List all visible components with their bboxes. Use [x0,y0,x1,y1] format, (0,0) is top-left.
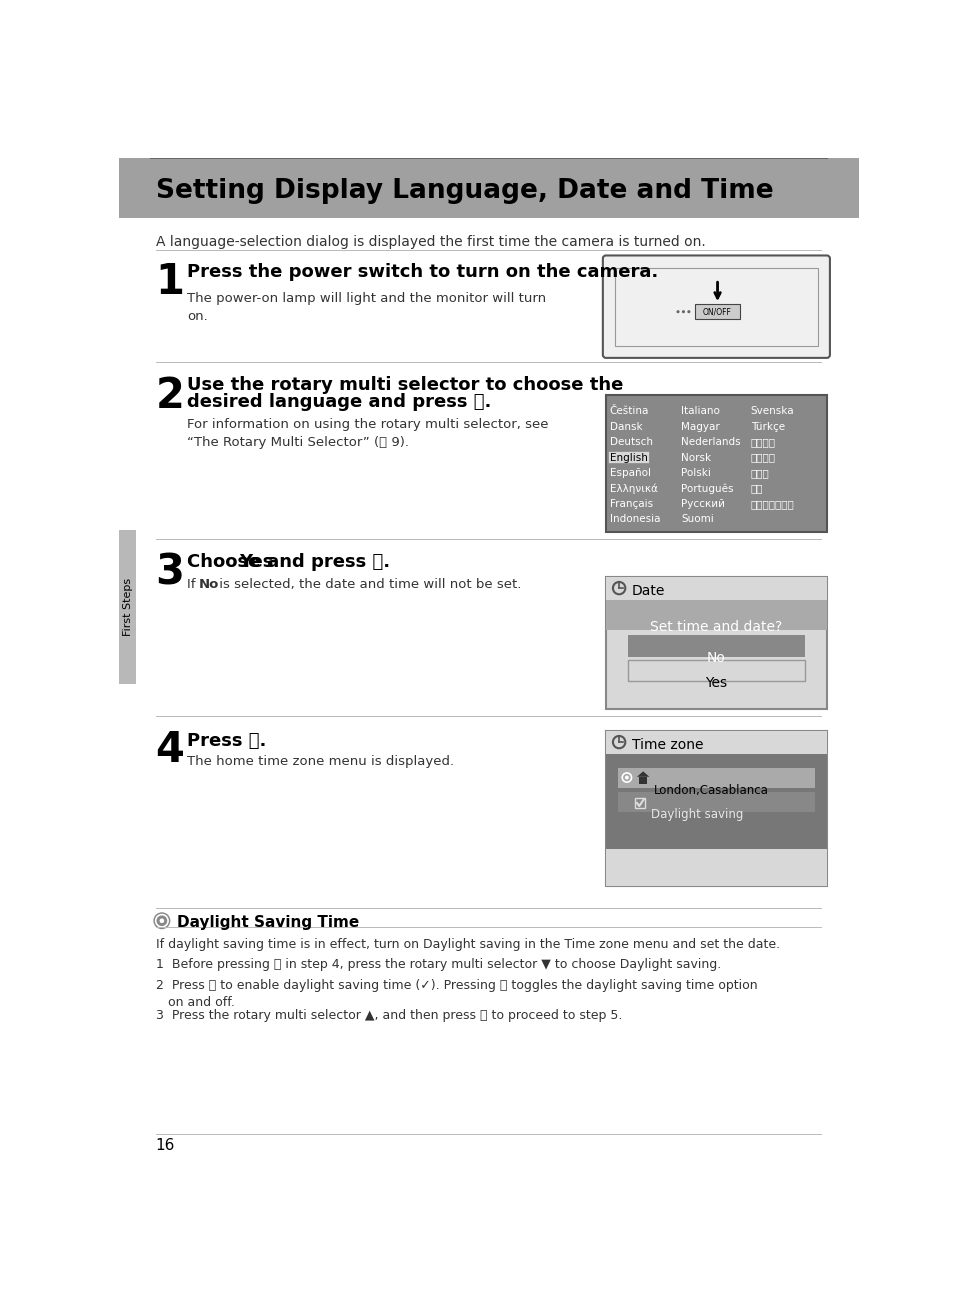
Bar [605,599,826,631]
Text: No: No [706,652,725,665]
Text: Español: Español [609,468,650,478]
Bar [627,660,804,681]
Bar [605,754,826,849]
Bar [119,531,136,685]
Circle shape [159,918,164,922]
Bar [635,799,644,808]
Text: Choose: Choose [187,553,267,572]
Text: 4: 4 [155,729,184,771]
Bar [608,451,648,464]
Bar [639,777,646,784]
Bar [605,577,826,710]
Text: Yes: Yes [704,675,727,690]
Bar [119,158,858,218]
Text: ON/OFF: ON/OFF [702,307,731,317]
Circle shape [153,912,171,929]
Polygon shape [637,771,649,777]
Text: is selected, the date and time will not be set.: is selected, the date and time will not … [215,578,521,591]
Text: The home time zone menu is displayed.: The home time zone menu is displayed. [187,756,454,769]
Text: 中文繁體: 中文繁體 [750,452,775,463]
Circle shape [681,310,684,313]
Text: Ελληνικά: Ελληνικά [609,484,657,494]
Circle shape [624,775,628,779]
Bar [627,635,804,657]
Text: Português: Português [680,484,733,494]
Text: 日本語: 日本語 [750,468,769,478]
Text: Français: Français [609,499,652,509]
Circle shape [686,310,690,313]
FancyBboxPatch shape [602,255,829,357]
Text: Yes: Yes [239,553,274,572]
Text: If: If [187,578,200,591]
Text: First Steps: First Steps [123,578,132,636]
Text: Deutsch: Deutsch [609,438,652,447]
Text: 2: 2 [155,374,184,417]
Text: 1  Before pressing ⒪ in step 4, press the rotary multi selector ▼ to choose Dayl: 1 Before pressing ⒪ in step 4, press the… [155,958,720,971]
Text: Norsk: Norsk [680,452,711,463]
Text: 2  Press ⒪ to enable daylight saving time (✓). Pressing ⒪ toggles the daylight s: 2 Press ⒪ to enable daylight saving time… [155,979,757,1009]
Text: Press ⒪.: Press ⒪. [187,732,267,750]
Text: Daylight saving: Daylight saving [650,808,742,821]
Text: Nederlands: Nederlands [680,438,740,447]
Text: and press ⒪.: and press ⒪. [261,553,390,572]
Text: Daylight Saving Time: Daylight Saving Time [177,916,359,930]
Text: Indonesia: Indonesia [609,514,659,524]
Text: Use the rotary multi selector to choose the: Use the rotary multi selector to choose … [187,376,623,394]
Text: Dansk: Dansk [609,422,641,432]
Bar [695,304,740,319]
Bar [615,268,817,346]
Text: Date: Date [631,585,664,598]
Text: No: No [198,578,218,591]
Text: 한글: 한글 [750,484,762,493]
Text: 3: 3 [155,552,185,594]
Text: Čeština: Čeština [609,406,649,417]
Text: Time zone: Time zone [631,738,702,752]
Text: Suomi: Suomi [680,514,713,524]
Text: ภาษาไทย: ภาษาไทย [750,499,794,509]
Bar [617,767,815,787]
Text: Italiano: Italiano [680,406,720,417]
Text: Polski: Polski [680,468,710,478]
Text: Magyar: Magyar [680,422,720,432]
Text: Press the power switch to turn on the camera.: Press the power switch to turn on the ca… [187,263,658,281]
Text: desired language and press ⒪.: desired language and press ⒪. [187,393,492,411]
Bar [605,394,826,532]
Text: Türkçe: Türkçe [750,422,784,432]
Bar [605,577,826,599]
Text: If daylight saving time is in effect, turn on Daylight saving in the Time zone m: If daylight saving time is in effect, tu… [155,938,779,951]
Text: London,Casablanca: London,Casablanca [654,784,768,798]
Bar [605,849,826,886]
Text: 16: 16 [155,1138,174,1152]
Bar [617,792,815,812]
Text: Svenska: Svenska [750,406,794,417]
Bar [605,731,826,754]
Text: Set time and date?: Set time and date? [650,620,781,633]
Text: 中文简体: 中文简体 [750,438,775,447]
Text: For information on using the rotary multi selector, see
“The Rotary Multi Select: For information on using the rotary mult… [187,418,548,449]
Circle shape [676,310,679,313]
Text: The power-on lamp will light and the monitor will turn
on.: The power-on lamp will light and the mon… [187,292,546,323]
Bar [605,731,826,886]
Text: English: English [609,452,647,463]
Text: 3  Press the rotary multi selector ▲, and then press ⒪ to proceed to step 5.: 3 Press the rotary multi selector ▲, and… [155,1009,621,1022]
Text: 1: 1 [155,261,185,302]
Text: Setting Display Language, Date and Time: Setting Display Language, Date and Time [155,177,773,204]
Text: A language-selection dialog is displayed the first time the camera is turned on.: A language-selection dialog is displayed… [155,235,704,248]
Text: Русский: Русский [680,499,724,509]
